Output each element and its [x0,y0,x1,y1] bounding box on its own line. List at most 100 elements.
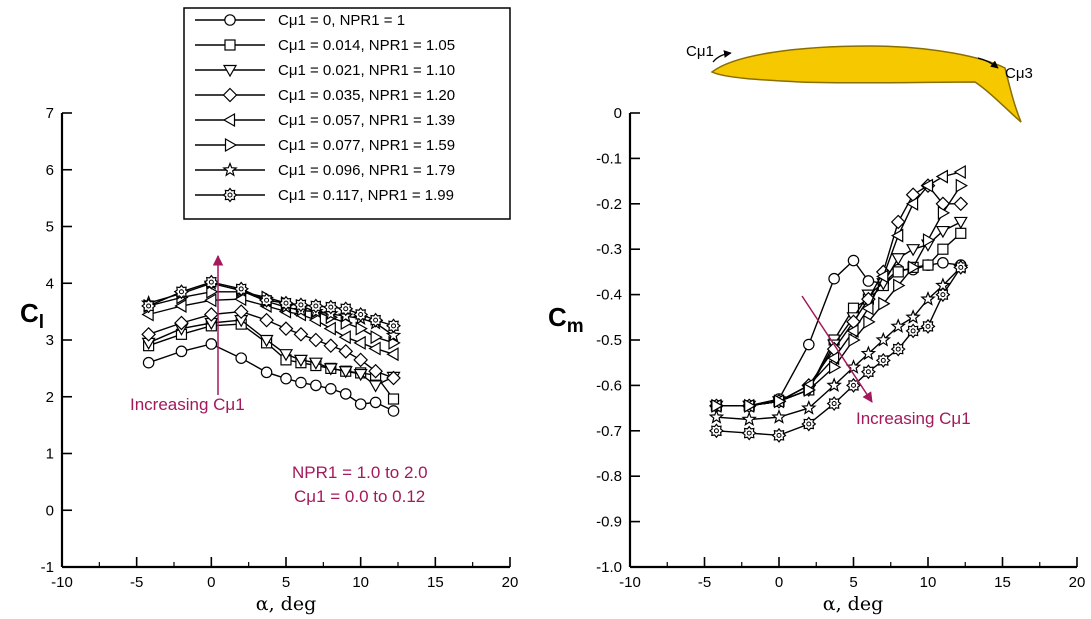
cm-y-tick-label: -0.9 [596,514,622,531]
cl-point-star [385,327,402,343]
cl-npr-range: NPR1 = 1.0 to 2.0 [292,463,428,482]
cm-series-line [716,185,962,407]
cl-point-diamond [203,307,219,322]
cm-point-star [845,359,862,374]
cm-y-tick-label: -0.8 [596,468,622,485]
cl-point-gear-hub [343,306,349,312]
cl-point-square [387,393,400,405]
cm-increasing-label: Increasing Cμ1 [856,409,971,428]
cm-point-triangle-right [773,394,787,409]
cl-point-diamond [323,338,339,354]
cm-point-gear-hub [925,323,931,329]
legend-entry-circle: Cμ1 = 0, NPR1 = 1 [195,12,405,29]
cl-point-triangle-down [308,357,323,370]
cm-series-group [708,164,969,443]
cm-point-triangle-right [907,260,921,275]
cm-point-triangle-right [937,205,951,220]
cl-point-diamond [386,370,401,386]
cl-point-circle [339,388,352,400]
cl-x-tick-label: 15 [427,574,444,591]
cm-point-square [892,266,904,278]
cl-point-circle [235,352,247,364]
cm-axes [628,112,1078,569]
cm-point-star [741,411,757,427]
cm-point-circle [847,254,860,267]
cm-ylabel: Cm [548,302,584,337]
cl-point-diamond [174,315,189,331]
cm-series-line [716,171,961,407]
cm-point-triangle-right [878,296,891,311]
legend-entry-square: Cμ1 = 0.014, NPR1 = 1.05 [195,37,455,54]
cm-point-gear-hub [880,357,886,363]
legend-label: Cμ1 = 0.035, NPR1 = 1.20 [278,87,455,104]
cm-x-tick-label: 5 [849,574,857,591]
cl-point-triangle-down [323,363,338,376]
legend-entry-triangle-down: Cμ1 = 0.021, NPR1 = 1.10 [195,62,455,79]
cl-point-diamond [278,321,294,336]
cl-x-tick-label: 5 [282,574,290,591]
cm-series-triangle-left [709,164,966,413]
legend-items: Cμ1 = 0, NPR1 = 1 Cμ1 = 0.014, NPR1 = 1.0… [195,12,455,204]
cl-y-tick-label: 2 [46,389,54,406]
legend: Cμ1 = 0, NPR1 = 1 Cμ1 = 0.014, NPR1 = 1.0… [183,7,511,220]
cl-cmu-range: Cμ1 = 0.0 to 0.12 [294,487,425,506]
cm-point-triangle-left [890,228,904,243]
cm-point-star [875,331,892,347]
cl-increasing-label: Increasing Cμ1 [130,395,245,414]
cm-series-line [716,232,962,407]
cl-point-triangle-down [293,354,308,368]
cm-point-diamond [890,214,906,230]
cm-y-tick-label: -0.1 [596,150,622,167]
cm-point-star [801,399,817,415]
cm-point-star [771,409,787,424]
cl-point-diamond [233,304,249,319]
cl-series-gear [141,274,401,334]
cl-point-triangle-left [386,347,399,362]
cl-point-circle [175,345,188,358]
cm-point-triangle-right [893,278,906,293]
cl-point-gear-hub [238,286,244,292]
cm-point-triangle-left [846,323,859,338]
cl-point-triangle-right [370,330,383,345]
cm-y-tick-label: -0.5 [596,332,622,349]
legend-label: Cμ1 = 0.057, NPR1 = 1.39 [278,112,455,129]
cl-series-diamond [141,304,401,386]
cl-point-diamond [338,344,354,359]
cl-point-triangle-down [338,366,353,379]
cm-x-tick-label: -5 [698,574,711,591]
cm-point-square [955,227,967,239]
legend-marker-circle [224,14,236,26]
cl-point-circle [280,372,292,385]
cl-axes [60,112,511,569]
cl-y-tick-label: 6 [46,162,54,179]
cm-point-triangle-right [848,332,861,348]
cm-point-gear-hub [865,369,871,375]
cl-point-circle [310,379,322,392]
cm-y-tick-label: -0.3 [596,241,622,258]
cl-x-tick-label: 0 [207,574,215,591]
cl-point-circle [387,405,400,417]
cl-point-triangle-down [368,380,383,393]
cm-point-circle [937,257,949,269]
cm-point-triangle-right [955,178,968,193]
cl-y-tick-label: 3 [46,332,54,349]
cm-point-triangle-down [953,216,968,230]
cm-x-tick-label: 15 [994,574,1011,591]
cl-point-circle [205,338,218,350]
cl-point-triangle-down [278,349,294,362]
cl-x-tick-label: -5 [130,574,143,591]
cl-point-circle [142,356,155,369]
cl-point-diamond [259,312,274,328]
cm-point-triangle-left [876,269,889,284]
legend-label: Cμ1 = 0.096, NPR1 = 1.79 [278,162,455,179]
cm-point-gear-hub [713,428,719,434]
cm-point-star [920,290,936,306]
cl-point-gear-hub [373,317,379,323]
legend-box [183,7,511,220]
cm-series-line [716,221,962,407]
cm-point-triangle-right [922,233,936,248]
cm-x-tick-label: 20 [1069,574,1086,591]
